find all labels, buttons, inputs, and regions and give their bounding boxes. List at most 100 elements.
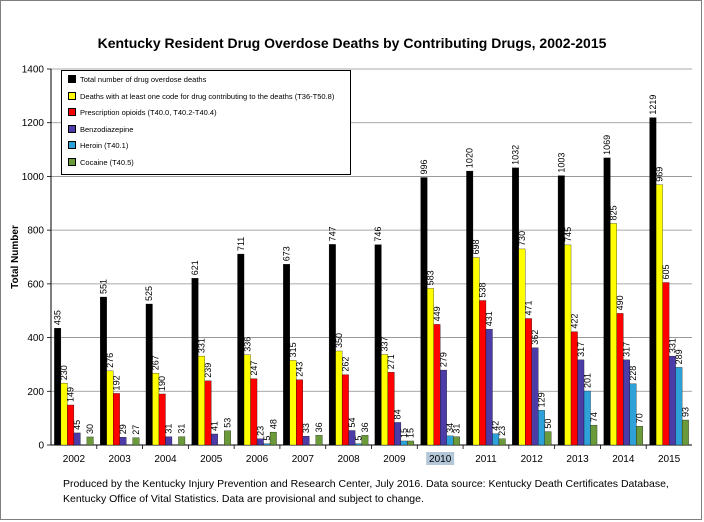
bar-prescription-2002 (67, 404, 75, 446)
data-label: 435 (53, 310, 63, 325)
data-label: 538 (478, 282, 488, 297)
y-axis-label: Total Number (10, 225, 21, 289)
bar-total-2008 (328, 244, 336, 446)
bar-total-2011 (466, 170, 474, 446)
data-label: 422 (569, 314, 579, 329)
data-label: 84 (393, 409, 403, 419)
bar-heroin-2010 (446, 435, 454, 446)
bar-cocaine-2012 (544, 431, 552, 446)
legend-label: Total number of drug overdose deaths (80, 75, 207, 84)
data-label: 551 (98, 279, 108, 294)
data-label: 243 (295, 362, 305, 377)
data-label: 15 (406, 428, 416, 438)
data-label: 350 (334, 333, 344, 348)
bar-prescription-2008 (341, 374, 349, 446)
bar-total-2012 (512, 167, 519, 446)
legend-swatch (68, 141, 76, 149)
data-label: 239 (203, 363, 213, 378)
data-label: 449 (432, 306, 442, 321)
chart-title: Kentucky Resident Drug Overdose Deaths b… (97, 35, 607, 51)
x-tick-label: 2010 (429, 454, 452, 465)
bar-heroin-2015 (675, 367, 683, 446)
legend-entry: Deaths with at least one code for drug c… (68, 91, 335, 102)
data-label: 41 (210, 421, 220, 431)
data-label: 711 (236, 237, 246, 251)
data-label: 271 (386, 354, 396, 369)
bar-deaths-2012 (518, 248, 526, 446)
bar-prescription-2010 (433, 324, 441, 446)
legend-label: Deaths with at least one code for drug c… (80, 91, 335, 101)
bar-benzodiazepine-2012 (531, 347, 539, 446)
data-label: 30 (85, 424, 95, 434)
data-label: 825 (609, 205, 619, 220)
bar-benzodiazepine-2002 (73, 432, 81, 446)
data-label: 745 (563, 227, 573, 242)
legend-entry: Heroin (T40.1) (68, 141, 128, 151)
x-tick-label: 2015 (658, 454, 681, 465)
bar-total-2005 (191, 278, 199, 446)
chart-legend: Total number of drug overdose deaths Deat… (61, 70, 351, 175)
data-label: 53 (223, 418, 233, 428)
x-tick-label: 2003 (109, 454, 132, 465)
data-label: 1032 (511, 145, 521, 165)
legend-entry: Benzodiazepine (68, 124, 134, 135)
data-label: 34 (445, 423, 455, 433)
data-label: 23 (497, 426, 507, 436)
data-label: 362 (530, 330, 540, 345)
legend-entry: Prescription opioids (T40.0, T40.2-T40.4… (68, 108, 217, 118)
legend-swatch (68, 157, 76, 166)
bar-benzodiazepine-2015 (668, 355, 676, 446)
data-label: 996 (419, 159, 429, 174)
y-tick-label: 1400 (22, 65, 45, 76)
bar-prescription-2007 (296, 379, 303, 446)
x-tick-label: 2004 (154, 454, 177, 465)
data-label: 317 (576, 342, 586, 357)
bar-benzodiazepine-2011 (485, 329, 493, 446)
bar-cocaine-2009 (407, 440, 415, 446)
data-label: 23 (255, 426, 265, 436)
x-tick-label: 2013 (566, 454, 589, 465)
y-tick-label: 1200 (22, 118, 45, 129)
legend-label: Heroin (T40.1) (80, 141, 129, 150)
data-label: 149 (66, 387, 76, 402)
bar-total-2014 (603, 157, 611, 446)
data-label: 1069 (602, 135, 612, 155)
data-label: 201 (582, 373, 592, 388)
bar-cocaine-2008 (361, 435, 369, 446)
data-label: 336 (242, 337, 252, 352)
x-tick-label: 2008 (337, 454, 360, 465)
legend-swatch (68, 75, 76, 83)
bar-cocaine-2005 (224, 430, 231, 446)
y-tick-label: 600 (27, 279, 44, 290)
data-label: 33 (301, 423, 311, 433)
bar-benzodiazepine-2004 (165, 436, 173, 446)
bar-heroin-2013 (583, 390, 591, 446)
bar-prescription-2004 (158, 393, 166, 446)
legend-swatch (68, 124, 76, 133)
bar-total-2015 (649, 117, 657, 446)
bar-cocaine-2013 (590, 424, 598, 446)
bar-cocaine-2010 (453, 436, 460, 446)
legend-entry: Total number of drug overdose deaths (68, 75, 206, 85)
x-tick-label: 2005 (200, 454, 223, 465)
bar-heroin-2009 (400, 440, 408, 446)
data-label: 1219 (648, 95, 658, 115)
data-label: 525 (144, 286, 154, 301)
bar-total-2006 (237, 253, 245, 446)
chart-footnote: Produced by the Kentucky Injury Preventi… (63, 478, 669, 505)
data-label: 5 (353, 436, 363, 441)
legend-label: Prescription opioids (T40.0, T40.2-T40.4… (80, 108, 217, 117)
bar-heroin-2012 (538, 410, 545, 446)
bar-benzodiazepine-2010 (440, 369, 447, 446)
data-label: 730 (517, 231, 527, 246)
data-label: 230 (59, 365, 69, 380)
data-label: 621 (190, 260, 200, 275)
bar-cocaine-2004 (178, 436, 186, 446)
data-label: 42 (491, 421, 501, 431)
bar-prescription-2005 (204, 380, 212, 446)
data-label: 31 (164, 424, 174, 434)
legend-label: Benzodiazepine (80, 124, 134, 134)
bar-total-2010 (420, 177, 428, 446)
x-tick-label: 2007 (292, 454, 315, 465)
data-label: 317 (622, 342, 632, 357)
